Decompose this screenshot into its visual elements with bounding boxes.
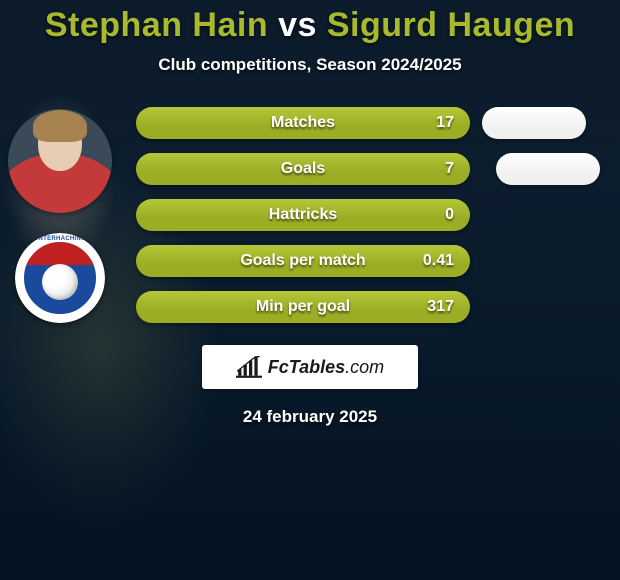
badge-ring xyxy=(15,233,105,323)
stat-value: 0 xyxy=(445,206,454,224)
stat-bar: Matches 17 xyxy=(136,107,470,139)
brand-name: FcTables xyxy=(268,357,345,377)
player-avatar xyxy=(8,109,112,213)
main-row: UNTERHACHING Matches 17 Goals 7 Hattricks 0 Go… xyxy=(0,107,620,323)
title-vs: vs xyxy=(278,6,317,44)
stat-value: 317 xyxy=(427,298,454,316)
comparison-pill xyxy=(482,107,586,139)
pill-slot xyxy=(482,245,610,277)
stat-label: Matches xyxy=(271,114,335,132)
avatar-hair xyxy=(33,110,87,142)
subtitle: Club competitions, Season 2024/2025 xyxy=(158,55,461,75)
pill-slot xyxy=(482,107,610,139)
title-player2: Sigurd Haugen xyxy=(327,6,575,44)
stat-label: Min per goal xyxy=(256,298,350,316)
content: Stephan Hain vs Sigurd Haugen Club compe… xyxy=(0,0,620,580)
brand-logo-box[interactable]: FcTables.com xyxy=(202,345,418,389)
title: Stephan Hain vs Sigurd Haugen xyxy=(45,6,575,45)
left-column: UNTERHACHING xyxy=(0,107,120,323)
stat-bar: Min per goal 317 xyxy=(136,291,470,323)
stat-label: Hattricks xyxy=(269,206,337,224)
stat-bar: Goals 7 xyxy=(136,153,470,185)
stat-bar: Goals per match 0.41 xyxy=(136,245,470,277)
comparison-pill xyxy=(496,153,600,185)
stat-bar: Hattricks 0 xyxy=(136,199,470,231)
badge-text: UNTERHACHING xyxy=(15,236,105,242)
date-text: 24 february 2025 xyxy=(243,407,377,427)
stat-value: 7 xyxy=(445,160,454,178)
pill-slot xyxy=(482,199,610,231)
club-badge: UNTERHACHING xyxy=(15,233,105,323)
stat-label: Goals xyxy=(281,160,325,178)
right-pills xyxy=(470,107,610,323)
brand-suffix: .com xyxy=(345,357,384,377)
title-player1: Stephan Hain xyxy=(45,6,268,44)
pill-slot xyxy=(482,291,610,323)
bar-chart-icon xyxy=(236,356,262,378)
stat-value: 0.41 xyxy=(423,252,454,270)
stat-label: Goals per match xyxy=(240,252,365,270)
brand-logo-text: FcTables.com xyxy=(268,357,384,378)
stats-bars: Matches 17 Goals 7 Hattricks 0 Goals per match… xyxy=(120,107,470,323)
stat-value: 17 xyxy=(436,114,454,132)
comparison-card: Stephan Hain vs Sigurd Haugen Club compe… xyxy=(0,0,620,580)
pill-slot xyxy=(482,153,610,185)
